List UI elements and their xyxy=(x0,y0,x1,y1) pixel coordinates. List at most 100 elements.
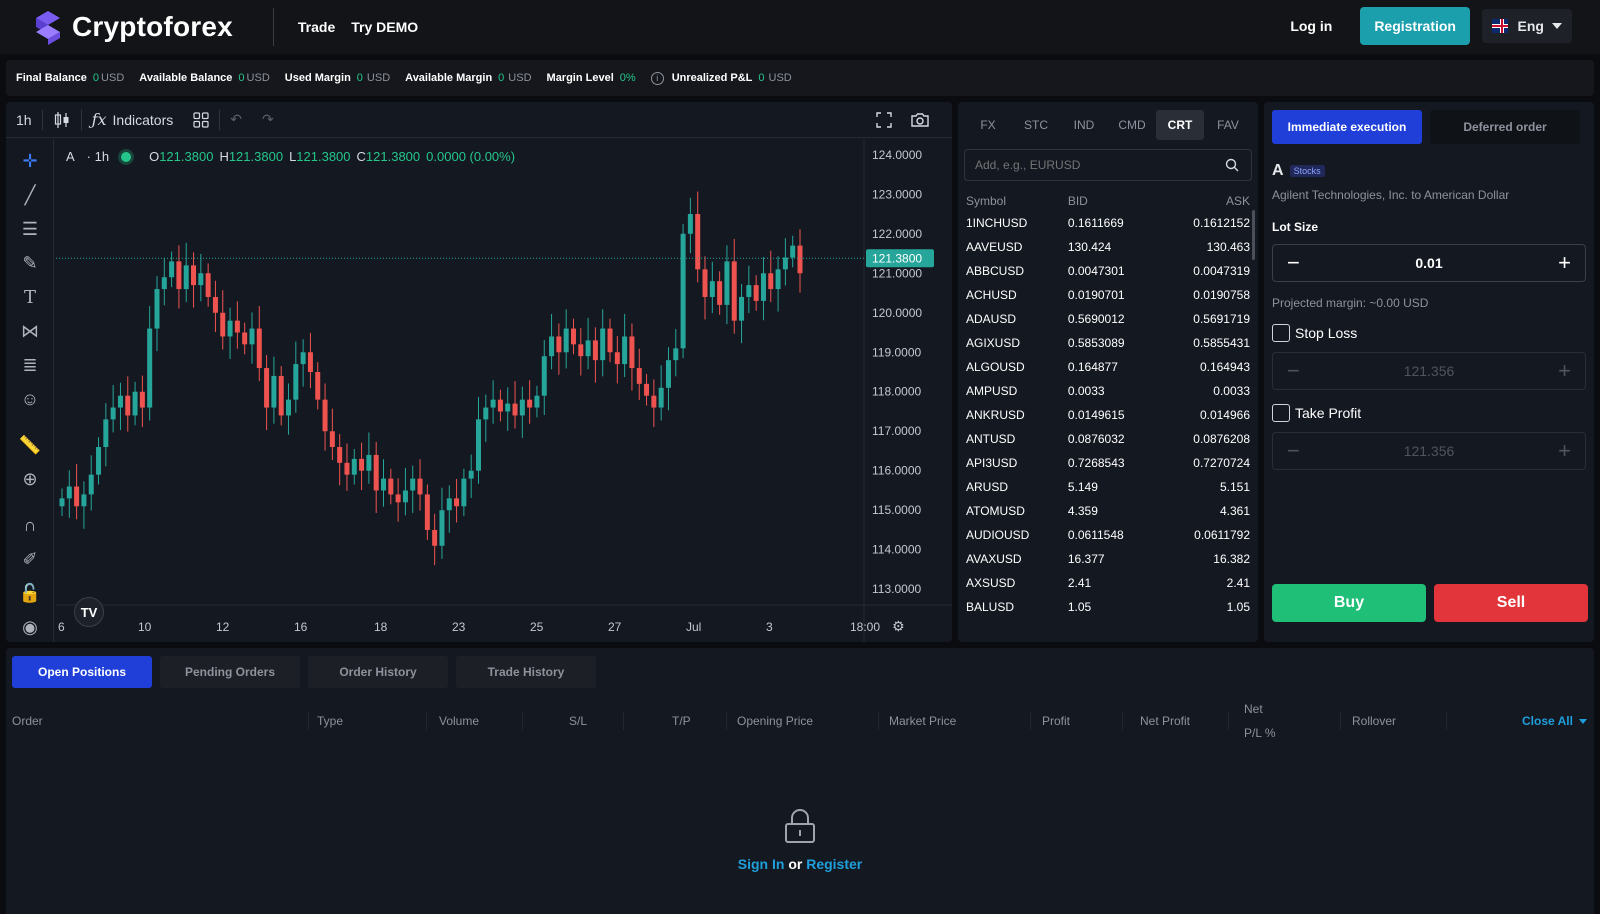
tab-open-positions[interactable]: Open Positions xyxy=(12,656,152,688)
layouts-button[interactable] xyxy=(183,102,219,138)
symbol-row[interactable]: ATOMUSD 4.359 4.361 xyxy=(958,499,1258,523)
tab-cmd[interactable]: CMD xyxy=(1118,118,1146,132)
symbol-row[interactable]: ALGOUSD 0.164877 0.164943 xyxy=(958,355,1258,379)
close-all-button[interactable]: Close All xyxy=(1522,698,1587,744)
candle-body xyxy=(410,478,416,491)
candle-body xyxy=(527,399,533,408)
tab-fav[interactable]: FAV xyxy=(1217,118,1239,132)
pattern-tool[interactable]: ⋈ xyxy=(16,317,44,345)
candle-body xyxy=(731,261,737,321)
symbol-row[interactable]: API3USD 0.7268543 0.7270724 xyxy=(958,451,1258,475)
emoji-tool[interactable]: ☺ xyxy=(16,385,44,413)
candle-body xyxy=(351,458,357,475)
sign-in-link[interactable]: Sign In xyxy=(737,856,785,872)
symbols-scrollbar[interactable] xyxy=(1252,210,1255,260)
plus-button[interactable]: + xyxy=(1558,250,1571,275)
registration-button[interactable]: Registration xyxy=(1360,7,1470,45)
tab-stc[interactable]: STC xyxy=(1024,118,1048,132)
trend-line-tool[interactable]: ╱ xyxy=(16,181,44,209)
candlestick-chart[interactable]: 124.0000123.0000122.0000121.0000120.0000… xyxy=(56,139,952,642)
fib-tool[interactable]: ≣ xyxy=(16,351,44,379)
symbol-search-input[interactable] xyxy=(975,158,1205,172)
magnet-tool[interactable]: ∩ xyxy=(16,511,44,539)
minus-button[interactable]: − xyxy=(1287,250,1300,275)
language-selector[interactable]: Eng xyxy=(1482,9,1572,43)
ruler-tool[interactable]: 📏 xyxy=(16,431,44,459)
candle-body xyxy=(220,312,226,337)
crosshair-tool[interactable]: ✛ xyxy=(16,147,44,175)
stop-loss-toggle[interactable]: Stop Loss xyxy=(1264,310,1594,342)
margin-level: Margin Level 0% xyxy=(547,72,636,84)
symbol-row[interactable]: AAVEUSD 130.424 130.463 xyxy=(958,235,1258,259)
lock-drawing-tool[interactable]: ✐ xyxy=(16,545,44,573)
brush-tool[interactable]: ✎ xyxy=(16,249,44,277)
magnet-icon: ∩ xyxy=(23,514,37,535)
available-margin: Available Margin 0 USD xyxy=(405,72,531,84)
symbol-row[interactable]: ADAUSD 0.5690012 0.5691719 xyxy=(958,307,1258,331)
tab-fx[interactable]: FX xyxy=(980,118,996,132)
symbol-row[interactable]: ANKRUSD 0.0149615 0.014966 xyxy=(958,403,1258,427)
buy-button[interactable]: Buy xyxy=(1272,584,1426,622)
logo-text: Cryptoforex xyxy=(72,11,233,42)
nav-trade-link[interactable]: Trade xyxy=(297,19,336,35)
unlock-tool[interactable]: 🔓 xyxy=(16,579,44,607)
zoom-tool[interactable]: ⊕ xyxy=(16,465,44,493)
visibility-tool[interactable]: ◉ xyxy=(16,613,44,641)
info-icon[interactable]: i xyxy=(650,71,664,85)
logo[interactable]: Cryptoforex xyxy=(32,8,233,46)
symbol-name: AGIXUSD xyxy=(966,336,1021,350)
tab-immediate-execution[interactable]: Immediate execution xyxy=(1272,110,1422,144)
take-profit-plus-button[interactable]: + xyxy=(1558,438,1571,463)
tab-deferred-order[interactable]: Deferred order xyxy=(1430,110,1580,144)
symbol-row[interactable]: BALUSD 1.05 1.05 xyxy=(958,595,1258,619)
stop-loss-minus-button[interactable]: − xyxy=(1287,358,1300,383)
symbol-row[interactable]: AUDIOUSD 0.0611548 0.0611792 xyxy=(958,523,1258,547)
screenshot-button[interactable] xyxy=(900,102,940,138)
symbol-row[interactable]: AXSUSD 2.41 2.41 xyxy=(958,571,1258,595)
horizontal-lines-tool[interactable]: ☰ xyxy=(16,215,44,243)
login-link[interactable]: Log in xyxy=(1290,18,1333,34)
register-link[interactable]: Register xyxy=(806,856,863,872)
symbol-row[interactable]: ARUSD 5.149 5.151 xyxy=(958,475,1258,499)
search-icon[interactable] xyxy=(1225,158,1239,172)
undo-button[interactable]: ↶ xyxy=(220,102,252,138)
asset-type-badge: Stocks xyxy=(1289,165,1325,177)
symbol-row[interactable]: AGIXUSD 0.5853089 0.5855431 xyxy=(958,331,1258,355)
symbol-row[interactable]: ANTUSD 0.0876032 0.0876208 xyxy=(958,427,1258,451)
nav-try-demo-link[interactable]: Try DEMO xyxy=(351,19,419,35)
tab-crt[interactable]: CRT xyxy=(1156,110,1204,140)
stop-loss-value[interactable]: 121.356 xyxy=(1403,363,1455,379)
symbol-search[interactable] xyxy=(964,149,1252,181)
unrealized-pnl-unit: USD xyxy=(768,72,792,84)
stop-loss-plus-button[interactable]: + xyxy=(1558,358,1571,383)
stop-loss-checkbox[interactable] xyxy=(1272,324,1290,342)
interval-selector[interactable]: 1h xyxy=(16,111,32,128)
sell-button[interactable]: Sell xyxy=(1434,584,1588,622)
candle-type-button[interactable] xyxy=(43,102,81,138)
tab-trade-history[interactable]: Trade History xyxy=(456,656,596,688)
symbol-row[interactable]: AVAXUSD 16.377 16.382 xyxy=(958,547,1258,571)
candle-body xyxy=(782,257,788,270)
symbol-row[interactable]: 1INCHUSD 0.1611669 0.1612152 xyxy=(958,211,1258,235)
column-divider xyxy=(522,712,523,730)
symbol-row[interactable]: ACHUSD 0.0190701 0.0190758 xyxy=(958,283,1258,307)
tab-ind[interactable]: IND xyxy=(1073,118,1095,132)
tradingview-logo-icon[interactable]: TV xyxy=(74,597,104,627)
gear-icon[interactable]: ⚙ xyxy=(892,619,905,635)
symbol-row[interactable]: AMPUSD 0.0033 0.0033 xyxy=(958,379,1258,403)
take-profit-value[interactable]: 121.356 xyxy=(1403,443,1455,459)
tab-order-history[interactable]: Order History xyxy=(308,656,448,688)
fullscreen-button[interactable] xyxy=(866,102,902,138)
symbol-row[interactable]: ABBCUSD 0.0047301 0.0047319 xyxy=(958,259,1258,283)
candle-body xyxy=(256,328,262,369)
tab-pending-orders[interactable]: Pending Orders xyxy=(160,656,300,688)
redo-button[interactable]: ↷ xyxy=(252,102,284,138)
take-profit-checkbox[interactable] xyxy=(1272,404,1290,422)
take-profit-minus-button[interactable]: − xyxy=(1287,438,1300,463)
candle-body xyxy=(424,494,430,530)
indicators-button[interactable]: ƒx Indicators xyxy=(82,102,184,138)
price-chart[interactable]: 124.0000 123.0000 122.0000 121.0000 120.0000… xyxy=(56,139,952,642)
lot-size-value[interactable]: 0.01 xyxy=(1415,255,1443,271)
text-tool[interactable]: T xyxy=(16,283,44,311)
take-profit-toggle[interactable]: Take Profit xyxy=(1264,390,1594,422)
